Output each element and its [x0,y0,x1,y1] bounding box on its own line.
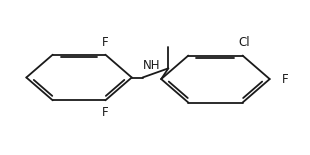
Text: NH: NH [143,59,160,72]
Text: F: F [102,106,109,119]
Text: Cl: Cl [238,36,250,49]
Text: F: F [281,73,288,86]
Text: F: F [102,36,109,49]
